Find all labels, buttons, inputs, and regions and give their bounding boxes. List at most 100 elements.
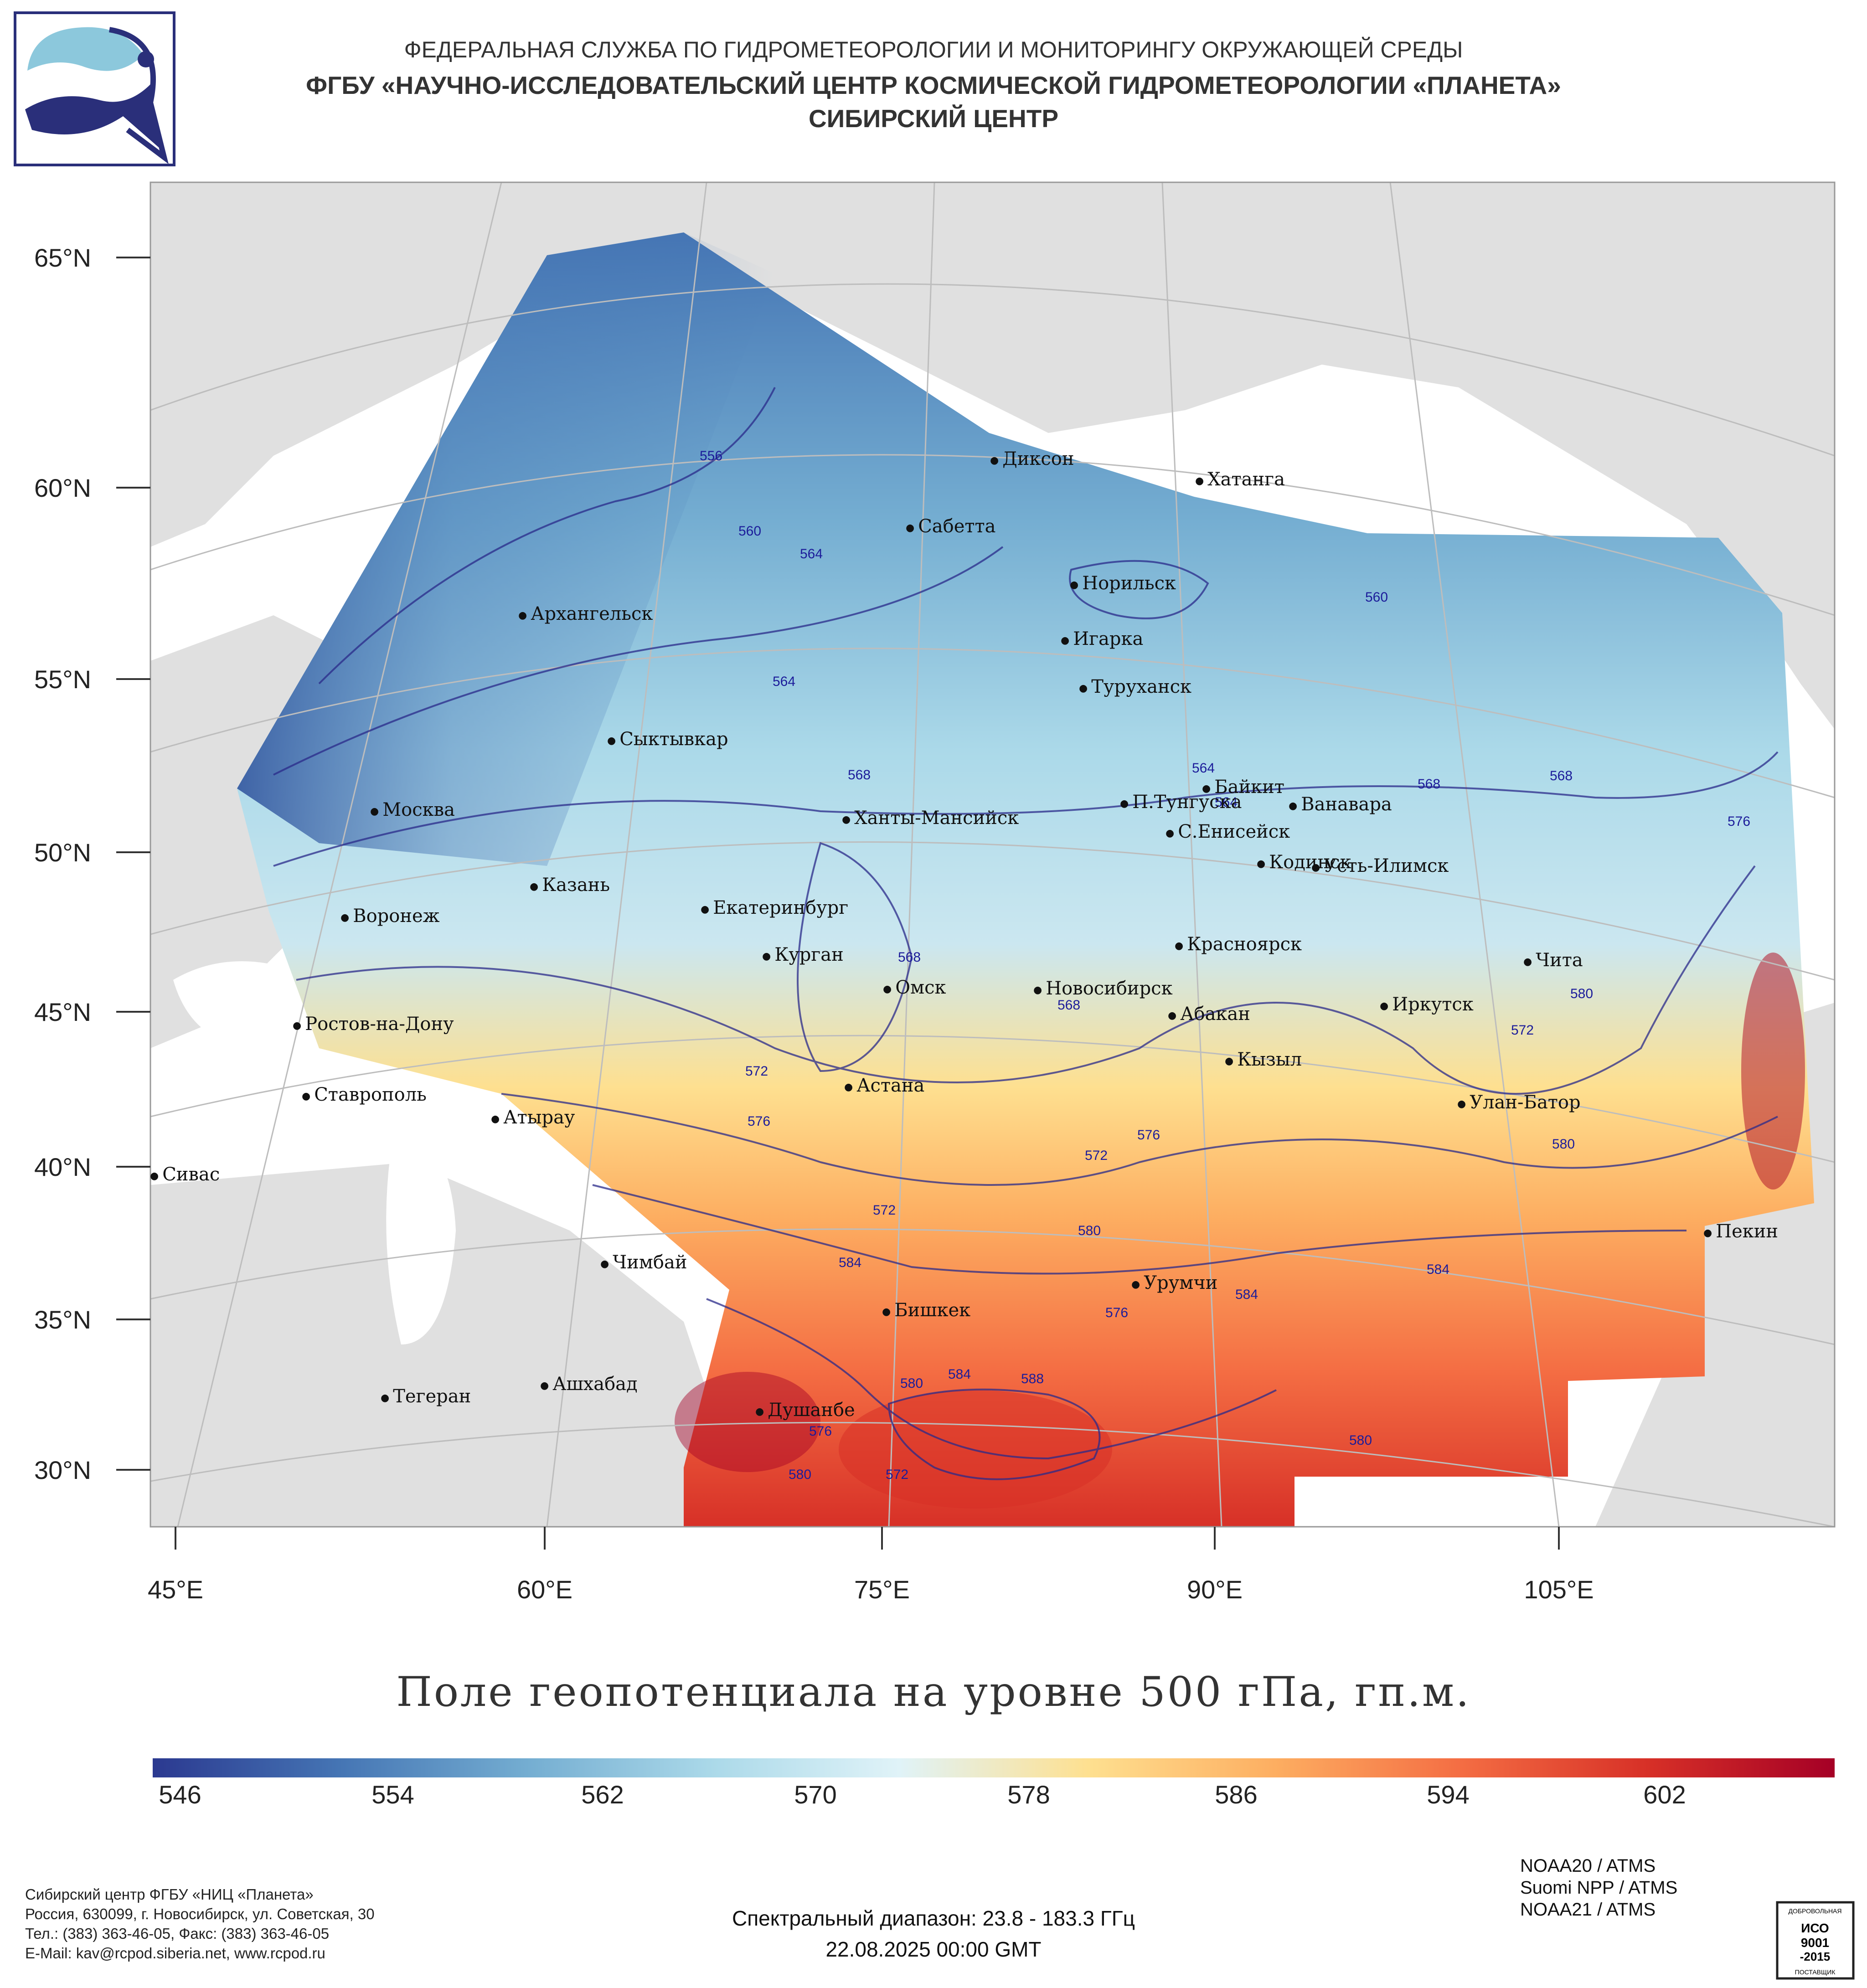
city-name: Ростов-на-Дону [305,1014,454,1035]
satellite-item: NOAA20 / ATMS [1520,1856,1656,1876]
city-label: ● Абакан [1168,1004,1250,1025]
iso-certification-icon: ДОБРОВОЛЬНАЯ ИСО 9001 -2015 ПОСТАВЩИК [1776,1901,1855,1980]
city-marker-icon: ● [906,522,915,534]
header-agency: ФЕДЕРАЛЬНАЯ СЛУЖБА ПО ГИДРОМЕТЕОРОЛОГИИ … [404,37,1463,62]
city-name: Сыктывкар [619,729,728,750]
colorbar-tick-label: 562 [581,1780,624,1809]
city-label: ● Воронеж [340,906,440,927]
city-label: ● Кызыл [1225,1049,1302,1070]
caspian-sea [386,1117,456,1344]
city-marker-icon: ● [540,1380,549,1391]
city-name: Усть-Илимск [1324,855,1449,876]
contour-label: 580 [1349,1433,1372,1448]
city-name: Душанбе [768,1400,855,1421]
southwest-land [150,1162,752,1527]
high-cell-south [839,1390,1112,1509]
address-line: E-Mail: kav@rcpod.siberia.net, www.rcpod… [25,1945,325,1962]
longitude-label: 60°E [516,1575,573,1604]
low-geopotential-trough [237,232,775,866]
city-marker-icon: ● [1289,800,1298,812]
colorbar-tick-label: 594 [1427,1780,1470,1809]
city-name: Туруханск [1091,676,1192,697]
city-marker-icon: ● [1131,1278,1140,1290]
longitude-label: 90°E [1186,1575,1243,1604]
city-name: С.Енисейск [1178,821,1290,842]
city-marker-icon: ● [1380,1000,1389,1012]
city-name: П.Тунгуска [1132,792,1242,813]
city-label: ● Чимбай [600,1252,687,1273]
city-marker-icon: ● [302,1090,311,1102]
city-label: ● Сивас [150,1164,220,1185]
map-border [150,181,1836,1528]
contour-label: 584 [839,1255,861,1270]
city-marker-icon: ● [1168,1009,1177,1021]
city-marker-icon: ● [1257,858,1266,870]
contact-address: Сибирский центр ФГБУ «НИЦ «Планета» Росс… [25,1885,375,1963]
city-label: ● Иркутск [1380,994,1474,1015]
city-label: ● Атырау [491,1107,575,1128]
black-sea [173,961,299,1048]
city-marker-icon: ● [518,609,527,621]
city-name: Екатеринбург [713,897,849,918]
contour-label: 576 [1137,1128,1160,1143]
city-name: Воронеж [353,906,440,927]
contour-label: 576 [748,1114,770,1129]
contour-lines [273,387,1779,1480]
svg-text:ИСО: ИСО [1801,1921,1829,1935]
contour-label: 568 [1418,777,1440,792]
colorbar [153,1758,1835,1777]
contour-label: 572 [745,1064,768,1079]
city-name: Пекин [1716,1221,1779,1242]
svg-text:ПОСТАВЩИК: ПОСТАВЩИК [1795,1968,1836,1976]
latitude-label: 40°N [34,1153,92,1181]
contour-label: 568 [848,767,871,783]
city-name: Новосибирск [1046,978,1173,999]
city-label: ● Чита [1523,950,1583,971]
city-marker-icon: ● [701,903,710,915]
city-label: ● Норильск [1070,573,1176,594]
city-name: Курган [774,944,844,965]
address-line: Россия, 630099, г. Новосибирск, ул. Сове… [25,1906,375,1922]
map-title: Поле геопотенциала на уровне 500 гПа, гп… [396,1668,1471,1716]
city-marker-icon: ● [1175,940,1184,952]
longitude-label: 75°E [854,1575,910,1604]
city-marker-icon: ● [370,805,379,817]
city-marker-icon: ● [844,1081,853,1093]
spectral-range: Спектральный диапазон: 23.8 - 183.3 ГГц [732,1906,1135,1930]
city-label: ● Туруханск [1079,676,1191,697]
city-name: Кодинск [1269,852,1351,873]
city-label: ● Ашхабад [540,1374,638,1395]
city-label: ● Ванавара [1289,794,1392,815]
axis-ticks [116,257,1560,1550]
city-label: ● Омск [883,977,946,998]
city-label: ● Урумчи [1131,1272,1217,1293]
city-marker-icon: ● [600,1258,609,1270]
latitude-label: 65°N [34,243,92,272]
geopotential-map: 556 560 564 560 564 568 564 564 568 568 576 568 568 5… [116,181,1836,1550]
city-name: Сивас [162,1164,220,1185]
city-marker-icon: ● [882,1306,891,1318]
contour-label: 564 [1215,795,1238,810]
city-marker-icon: ● [1195,475,1204,487]
city-marker-icon: ● [293,1020,302,1031]
city-label: ● Архангельск [518,603,653,624]
city-name: Ставрополь [314,1084,427,1105]
address-line: Тел.: (383) 363-46-05, Факс: (383) 363-4… [25,1925,330,1942]
city-label: ● Новосибирск [1033,978,1173,999]
colorbar-tick-label: 602 [1643,1780,1686,1809]
contour-label: 568 [1057,998,1080,1013]
city-label: ● Сыктывкар [607,729,728,750]
city-marker-icon: ● [755,1406,764,1417]
northern-land [150,182,1835,729]
city-marker-icon: ● [990,454,999,466]
contour-label: 580 [789,1467,811,1482]
city-label: ● Усть-Илимск [1311,855,1449,876]
city-marker-icon: ● [1079,682,1088,694]
city-label: ● Ростов-на-Дону [293,1014,454,1035]
city-marker-icon: ● [842,814,851,825]
city-label: ● Душанбе [755,1400,855,1421]
contour-label: 584 [1427,1262,1449,1277]
city-label: ● Сабетта [906,516,996,537]
city-label: ● С.Енисейск [1166,821,1290,842]
address-line: Сибирский центр ФГБУ «НИЦ «Планета» [25,1886,314,1903]
